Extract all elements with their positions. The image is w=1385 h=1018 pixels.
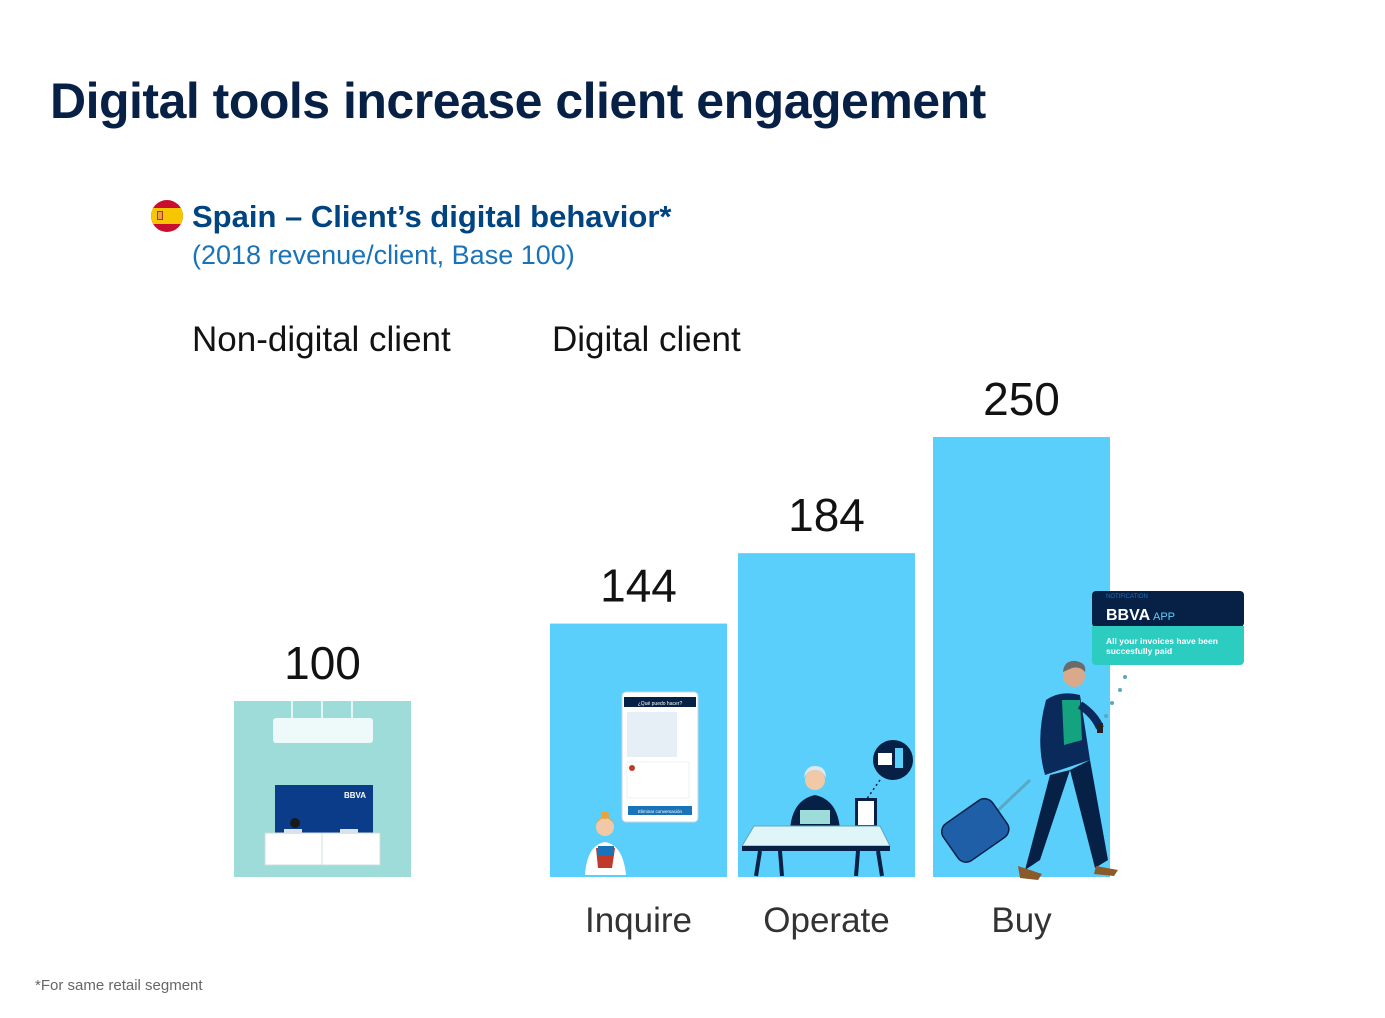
notification-line2-text: succesfully paid bbox=[1106, 646, 1172, 656]
digital-client-label: Digital client bbox=[552, 320, 741, 359]
category-label-operate: Operate bbox=[763, 901, 889, 940]
value-label-0: 100 bbox=[284, 637, 361, 689]
footnote: *For same retail segment bbox=[35, 977, 203, 994]
notification-header-text: NOTIFICATION bbox=[1106, 594, 1148, 600]
notification-app-text: APP bbox=[1153, 611, 1175, 623]
chart-subtitle: Spain – Client’s digital behavior* bbox=[192, 199, 672, 234]
notification-brand-text: BBVA bbox=[1106, 607, 1151, 624]
phone-chat-illustration: ¿Qué puedo hacer? Eliminar conversación bbox=[585, 691, 699, 875]
spain-flag-icon bbox=[151, 200, 183, 232]
desk-illustration bbox=[741, 740, 913, 877]
page-title: Digital tools increase client engagement bbox=[50, 73, 986, 129]
value-label-2: 184 bbox=[788, 489, 865, 541]
bank-counter-illustration: BBVA bbox=[264, 693, 381, 866]
labels-layer: 100 144 Inquire 184 Operate 250 Buy bbox=[284, 373, 1060, 940]
traveler-illustration: NOTIFICATION BBVA APP All your invoices … bbox=[940, 591, 1244, 880]
value-label-1: 144 bbox=[600, 560, 677, 612]
value-label-3: 250 bbox=[983, 373, 1060, 425]
category-label-inquire: Inquire bbox=[585, 901, 692, 940]
category-label-buy: Buy bbox=[991, 901, 1052, 940]
chat-header-text: ¿Qué puedo hacer? bbox=[638, 701, 683, 707]
bank-sign-text: BBVA bbox=[344, 791, 366, 800]
notification-line1-text: All your invoices have been bbox=[1106, 636, 1218, 646]
chart-subtitle-note: (2018 revenue/client, Base 100) bbox=[192, 240, 575, 270]
non-digital-client-label: Non-digital client bbox=[192, 320, 451, 359]
chat-button-text: Eliminar conversación bbox=[638, 809, 683, 814]
